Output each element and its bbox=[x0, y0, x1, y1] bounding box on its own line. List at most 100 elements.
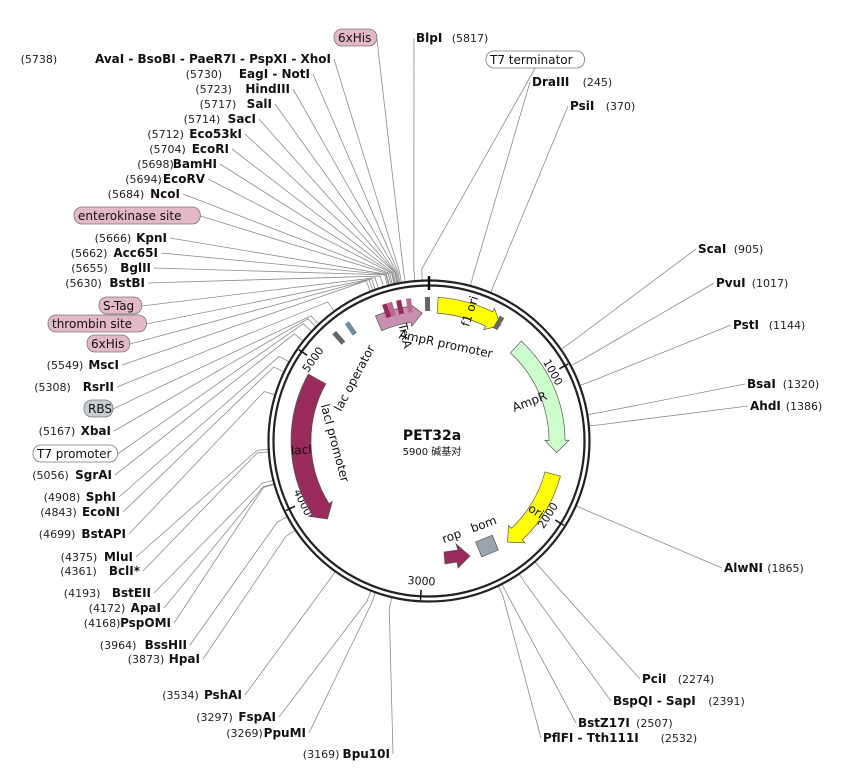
feature-label-trxa: TrxA bbox=[395, 321, 415, 351]
site-name-ppumi: PpuMI bbox=[264, 726, 306, 740]
site-name-bsteii: BstEII bbox=[112, 586, 151, 600]
ring-marker-6 bbox=[344, 321, 357, 336]
tag-leader-t7-promoter-7 bbox=[117, 323, 312, 455]
leader-pcii bbox=[534, 561, 641, 680]
site-pos-ncoi: (5684) bbox=[108, 188, 145, 201]
site-name-psti: PstI bbox=[733, 318, 759, 332]
site-name-pshai: PshAI bbox=[204, 688, 242, 702]
leader-lines bbox=[112, 37, 749, 755]
site-name-bglii: BglII bbox=[120, 261, 151, 275]
feature-label-laci-promoter: lacI promoter bbox=[318, 402, 352, 483]
tag-label-6xhis-5: 6xHis bbox=[91, 337, 124, 351]
site-pos-psii: (370) bbox=[606, 100, 636, 113]
feature-label-bom: bom bbox=[469, 513, 499, 535]
leader-bsshii bbox=[189, 516, 288, 646]
leader-hpai bbox=[202, 529, 296, 660]
ring-marker-5 bbox=[492, 315, 505, 331]
ring-marker-3 bbox=[382, 303, 392, 319]
site-name-avai-bsobi-paer7i-pspxi-xhoi: AvaI - BsoBI - PaeR7I - PspXI - XhoI bbox=[95, 52, 331, 66]
site-name-sgrai: SgrAI bbox=[75, 468, 112, 482]
site-pos-sphi: (4908) bbox=[44, 491, 81, 504]
site-name-econi: EcoNI bbox=[82, 505, 120, 519]
leader-apai bbox=[163, 483, 274, 609]
site-labels: BlpI (5817) DraIII (245) PsiI (370) ScaI (905) P… bbox=[21, 31, 823, 761]
site-name-psii: PsiI bbox=[570, 99, 594, 113]
tag-label-6xhis-0: 6xHis bbox=[338, 31, 371, 45]
tick-2000 bbox=[554, 519, 565, 526]
feature-label-laci: lacI bbox=[290, 442, 312, 458]
tag-box-t7-terminator-1 bbox=[485, 50, 585, 69]
site-name-bspqi-sapi: BspQI - SapI bbox=[613, 694, 696, 708]
leader-ahdi bbox=[589, 405, 749, 427]
feature-label-ampr: AmpR bbox=[510, 389, 548, 415]
site-pos-bglii: (5655) bbox=[71, 262, 108, 275]
leader-bamhi bbox=[219, 163, 396, 284]
site-name-apai: ApaI bbox=[131, 601, 161, 615]
site-pos-econi: (4843) bbox=[40, 506, 77, 519]
site-name-bcli: BclI* bbox=[109, 564, 141, 578]
leader-pspomi bbox=[173, 484, 275, 624]
leader-bglii bbox=[153, 267, 388, 286]
tick-3000 bbox=[419, 589, 422, 600]
site-pos-xbai: (5167) bbox=[39, 425, 76, 438]
site-pos-eco53ki: (5712) bbox=[147, 128, 184, 141]
ring-marker-1 bbox=[396, 299, 404, 315]
site-pos-sgrai: (5056) bbox=[32, 469, 69, 482]
site-name-blpi: BlpI bbox=[416, 31, 442, 45]
site-name-ecorv: EcoRV bbox=[163, 172, 206, 186]
tag-label-rbs-6: RBS bbox=[88, 402, 112, 416]
tag-box-t7-promoter-7 bbox=[32, 444, 118, 463]
site-name-sali: SalI bbox=[247, 97, 272, 111]
leader-bpu10i bbox=[388, 597, 394, 755]
leader-eco53ki bbox=[244, 133, 398, 284]
tag-leader-rbs-6 bbox=[112, 315, 319, 410]
site-pos-sali: (5717) bbox=[200, 98, 237, 111]
leader-ncoi bbox=[182, 193, 393, 285]
site-name-bstbi: BstBI bbox=[109, 276, 145, 290]
site-pos-eagi-noti: (5730) bbox=[186, 68, 223, 81]
leader-mlui bbox=[135, 449, 269, 558]
tag-box-rbs-6 bbox=[83, 399, 114, 418]
feature-rop bbox=[443, 542, 471, 569]
leader-hindiii bbox=[292, 88, 400, 283]
feature-bom bbox=[475, 534, 499, 558]
tag-box-thrombin-site-4 bbox=[47, 314, 147, 333]
site-pos-kpni: (5666) bbox=[95, 232, 132, 245]
tag-label-thrombin-site-4: thrombin site bbox=[52, 317, 132, 331]
site-name-ecori: EcoRI bbox=[192, 142, 229, 156]
site-name-draiii: DraIII bbox=[532, 75, 569, 89]
site-pos-rsrii: (5308) bbox=[34, 381, 71, 394]
tick-5000 bbox=[298, 348, 308, 356]
leader-kpni bbox=[169, 237, 390, 286]
site-name-sphi: SphI bbox=[86, 490, 116, 504]
site-pos-psti: (1144) bbox=[769, 319, 806, 332]
leader-sphi bbox=[118, 355, 290, 498]
leader-eagi-noti bbox=[312, 73, 401, 283]
site-pos-bsai: (1320) bbox=[783, 378, 820, 391]
site-pos-bstbi: (5630) bbox=[65, 277, 102, 290]
site-pos-apai: (4172) bbox=[89, 602, 126, 615]
site-name-fspai: FspAI bbox=[238, 710, 276, 724]
site-pos-mlui: (4375) bbox=[61, 551, 98, 564]
tag-leader-enterokinase-site-2 bbox=[200, 215, 392, 285]
tag-leader-6xhis-0 bbox=[376, 37, 406, 282]
leader-bstapi bbox=[128, 391, 275, 535]
tag-leader-6xhis-5 bbox=[129, 279, 374, 345]
site-pos-scai: (905) bbox=[734, 243, 764, 256]
site-pos-draiii: (245) bbox=[583, 76, 613, 89]
site-pos-pflfi-tth111i: (2532) bbox=[661, 732, 698, 745]
leader-pshai bbox=[244, 571, 336, 696]
tick-1000 bbox=[558, 363, 569, 370]
leader-ppumi bbox=[308, 592, 376, 734]
site-name-ahdi: AhdI bbox=[750, 399, 781, 413]
site-name-bsshii: BssHII bbox=[145, 638, 187, 652]
leader-ecorv bbox=[207, 178, 395, 284]
leader-bspqi-sapi bbox=[518, 574, 612, 702]
site-pos-pshai: (3534) bbox=[162, 689, 199, 702]
feature-ori bbox=[507, 471, 561, 544]
site-name-pflfi-tth111i: PflFI - Tth111I bbox=[543, 731, 639, 745]
